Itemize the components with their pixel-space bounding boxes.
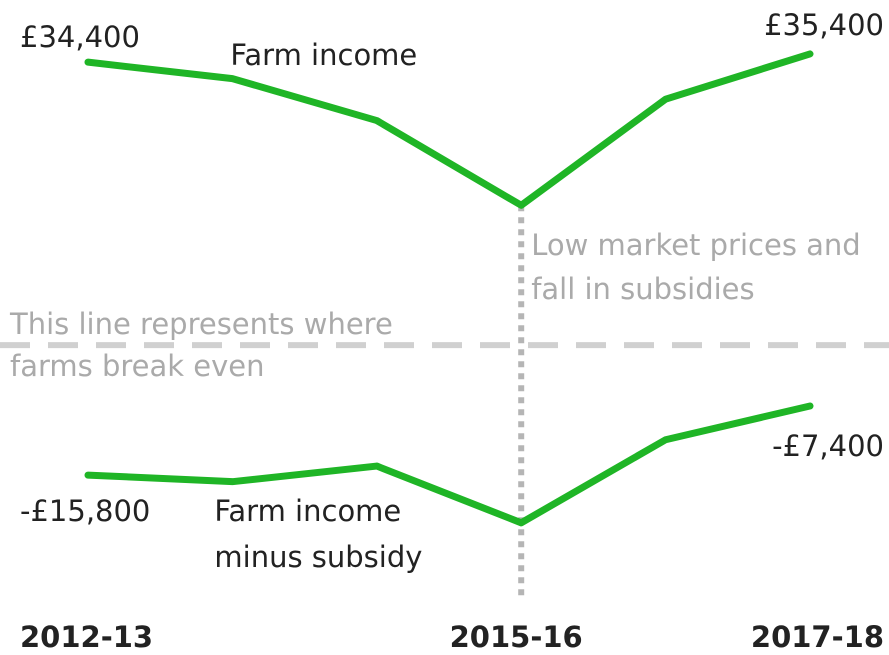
break-even-label: This line represents where farms break e… (10, 307, 393, 384)
series-name: Farm income minus subsidy (214, 493, 423, 574)
series-line (84, 402, 814, 527)
value-label: -£7,400 (772, 429, 884, 463)
series-name: Farm income (230, 37, 418, 72)
value-label: -£15,800 (20, 494, 151, 529)
x-tick-label: 2015-16 (449, 620, 583, 654)
value-label: £34,400 (20, 20, 140, 55)
event-label: Low market prices and fall in subsidies (531, 228, 861, 307)
x-tick-label: 2012-13 (20, 620, 154, 654)
series-line (84, 50, 814, 209)
x-tick-label: 2017-18 (750, 620, 884, 654)
value-label: £35,400 (764, 7, 884, 42)
